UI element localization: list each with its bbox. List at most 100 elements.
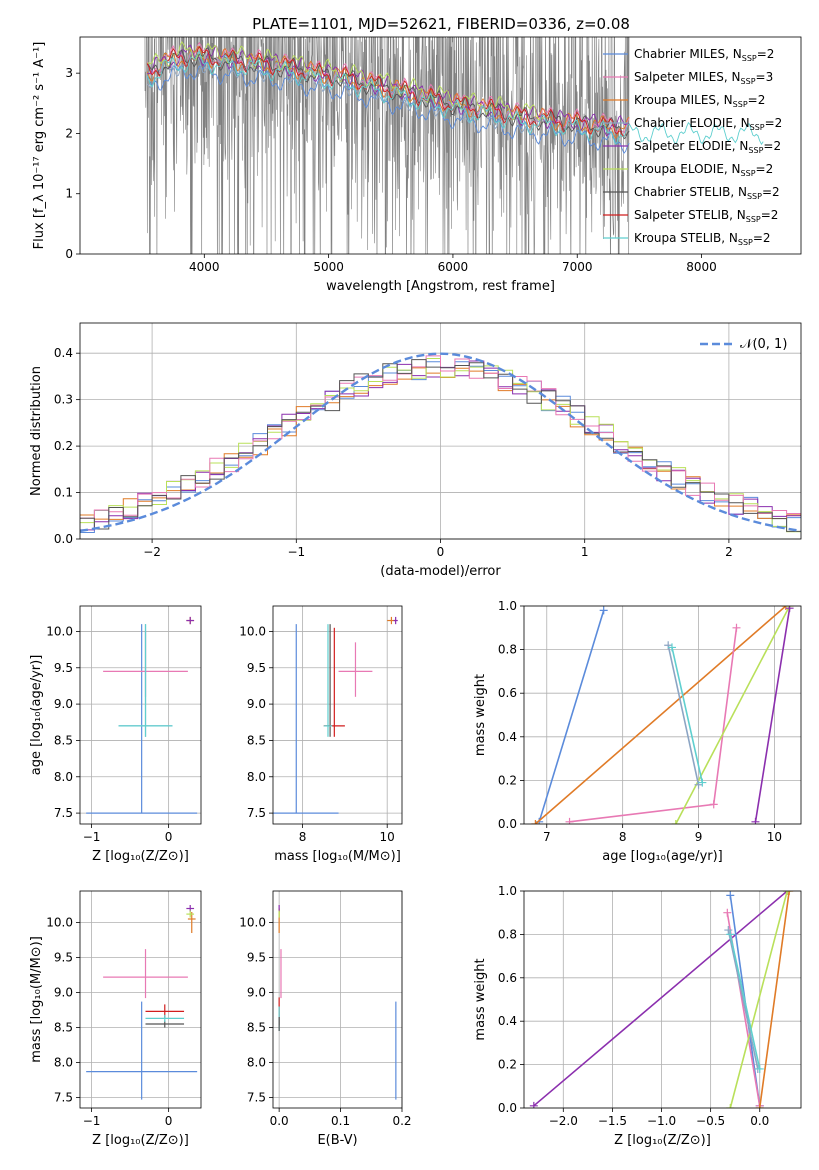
panel-spectrum: 4000 5000 6000 7000 8000 0 1 2 3 wavelength [Angs… bbox=[32, 36, 802, 294]
model-spectrum-line bbox=[146, 47, 630, 140]
x-axis-label: E(B-V) bbox=[317, 1133, 357, 1148]
legend-entry: Kroupa MILES, NSSP=2 bbox=[634, 93, 765, 109]
weight-line bbox=[758, 891, 790, 1108]
weight-marker bbox=[671, 820, 680, 824]
panel-mass_vs_z: −1 0 7.5 8.0 8.5 9.0 9.5 10.0 Z [log₁₀(Z/Z⊙)] mas… bbox=[29, 890, 202, 1148]
x-tick-label: 0 bbox=[165, 830, 173, 844]
weight-marker bbox=[599, 606, 608, 615]
residual-histogram bbox=[80, 355, 801, 519]
axes-frame bbox=[272, 890, 403, 1109]
legend-entry: Salpeter ELODIE, NSSP=2 bbox=[634, 139, 781, 155]
residual-histogram bbox=[80, 359, 801, 532]
y-tick-label: 9.0 bbox=[54, 697, 73, 711]
weight-marker bbox=[732, 623, 741, 632]
y-axis-label: Flux [f_λ 10⁻¹⁷ erg cm⁻² s⁻¹ A⁻¹] bbox=[32, 42, 47, 250]
legend-entry: 𝒩(0, 1) bbox=[740, 337, 787, 352]
y-tick-label: 9.0 bbox=[54, 986, 73, 1000]
weight-marker bbox=[529, 1101, 538, 1108]
plot-area-age_vs_mass bbox=[273, 616, 398, 814]
observed-spectrum-line bbox=[144, 37, 630, 254]
panel-weight_vs_z: −2.0 −1.5 −1.0 −0.5 0.0 0.0 0.2 0.4 0.6 0.8 1.0 Z [… bbox=[473, 884, 802, 1148]
y-tick-label: 7.5 bbox=[247, 806, 266, 820]
y-tick-label: 10.0 bbox=[239, 624, 266, 638]
legend-count: =2 bbox=[753, 231, 771, 245]
y-tick-label: 0.8 bbox=[498, 643, 517, 657]
y-axis-label: Normed distribution bbox=[29, 366, 44, 496]
x-tick-label: 0 bbox=[165, 1114, 173, 1128]
legend-count: =2 bbox=[748, 93, 766, 107]
y-tick-label: 8.5 bbox=[247, 1021, 266, 1035]
x-tick-label: −2 bbox=[143, 545, 161, 559]
y-axis-label: mass [log₁₀(M/M⊙)] bbox=[29, 936, 44, 1063]
y-tick-label: 10.0 bbox=[46, 624, 73, 638]
legend-entry: Kroupa STELIB, NSSP=2 bbox=[634, 231, 771, 247]
y-tick-label: 8.0 bbox=[54, 1056, 73, 1070]
y-tick-label: 7.5 bbox=[54, 1091, 73, 1105]
y-tick-label: 0.3 bbox=[54, 393, 73, 407]
x-tick-label: 7 bbox=[543, 830, 551, 844]
y-tick-label: 1 bbox=[65, 187, 73, 201]
x-tick-label: 8 bbox=[299, 830, 307, 844]
legend-subscript: SSP bbox=[733, 100, 748, 109]
y-tick-label: 0.6 bbox=[498, 971, 517, 985]
axes-frame bbox=[272, 605, 403, 825]
panel-mass_vs_ebv: 0.0 0.1 0.2 7.5 8.0 8.5 9.0 9.5 10.0 E(B-V) bbox=[239, 890, 412, 1148]
x-tick-label: −1 bbox=[83, 1114, 101, 1128]
weight-line bbox=[754, 608, 791, 822]
x-tick-label: 2 bbox=[725, 545, 733, 559]
weight-line bbox=[729, 934, 761, 1070]
legend-count: =2 bbox=[757, 47, 775, 61]
y-tick-label: 0.8 bbox=[498, 927, 517, 941]
x-tick-label: −1 bbox=[83, 830, 101, 844]
axes-frame bbox=[523, 890, 802, 1109]
weight-marker bbox=[724, 926, 733, 935]
weight-line bbox=[671, 647, 704, 783]
plot-area-weight_vs_z bbox=[529, 891, 794, 1108]
y-tick-label: 9.5 bbox=[54, 661, 73, 675]
legend-subscript: SSP bbox=[748, 146, 763, 155]
legend-entry: Salpeter MILES, NSSP=3 bbox=[634, 70, 773, 86]
y-tick-label: 0.2 bbox=[498, 1058, 517, 1072]
weight-marker bbox=[726, 891, 735, 900]
x-tick-label: 0.0 bbox=[750, 1114, 769, 1128]
legend-entry: Kroupa ELODIE, NSSP=2 bbox=[634, 162, 773, 178]
normal-curve bbox=[80, 352, 801, 533]
weight-line bbox=[727, 929, 759, 1070]
weight-line bbox=[538, 610, 605, 823]
legend-entry: Chabrier STELIB, NSSP=2 bbox=[634, 185, 780, 201]
x-tick-label: 0 bbox=[437, 545, 445, 559]
panel-weight_vs_age: 7 8 9 10 0.0 0.2 0.4 0.6 0.8 1.0 age [log₁₀(age/yr… bbox=[473, 599, 802, 864]
legend-subscript: SSP bbox=[742, 54, 757, 63]
legend-subscript: SSP bbox=[741, 169, 756, 178]
x-tick-label: 0.0 bbox=[270, 1114, 289, 1128]
y-tick-label: 7.5 bbox=[54, 806, 73, 820]
y-axis-label: mass weight bbox=[473, 958, 488, 1040]
weight-marker bbox=[755, 1104, 764, 1108]
model-spectrum-line bbox=[146, 62, 630, 155]
y-tick-label: 8.5 bbox=[54, 1021, 73, 1035]
axes-frame bbox=[79, 36, 802, 255]
legend-count: =2 bbox=[763, 139, 781, 153]
y-tick-label: 0.0 bbox=[498, 1101, 517, 1115]
y-tick-label: 8.0 bbox=[54, 770, 73, 784]
x-tick-label: 9 bbox=[695, 830, 703, 844]
plot-area-residuals bbox=[80, 352, 801, 533]
plot-area-mass_vs_ebv bbox=[278, 905, 397, 1100]
y-tick-label: 7.5 bbox=[247, 1091, 266, 1105]
legend-entry: Salpeter STELIB, NSSP=2 bbox=[634, 208, 778, 224]
legend-entry: Chabrier ELODIE, NSSP=2 bbox=[634, 116, 782, 132]
y-tick-label: 0.4 bbox=[498, 730, 517, 744]
model-spectrum-line bbox=[146, 41, 630, 134]
x-tick-label: −1 bbox=[287, 545, 305, 559]
legend-entry: Chabrier MILES, NSSP=2 bbox=[634, 47, 774, 63]
spectrum-legend: Chabrier MILES, NSSP=2 Salpeter MILES, NS… bbox=[603, 47, 782, 247]
plot-area-spectrum bbox=[144, 37, 764, 254]
panel-age_vs_z: −1 0 7.5 8.0 8.5 9.0 9.5 10.0 Z [log₁₀(Z/Z⊙)] age… bbox=[29, 605, 202, 864]
y-tick-label: 10.0 bbox=[46, 916, 73, 930]
y-tick-label: 0 bbox=[65, 247, 73, 261]
weight-line bbox=[534, 606, 787, 824]
weight-marker bbox=[726, 930, 735, 939]
figure-title: PLATE=1101, MJD=52621, FIBERID=0336, z=0… bbox=[252, 15, 630, 33]
x-tick-label: 5000 bbox=[313, 260, 344, 274]
x-tick-label: 0.2 bbox=[392, 1114, 411, 1128]
